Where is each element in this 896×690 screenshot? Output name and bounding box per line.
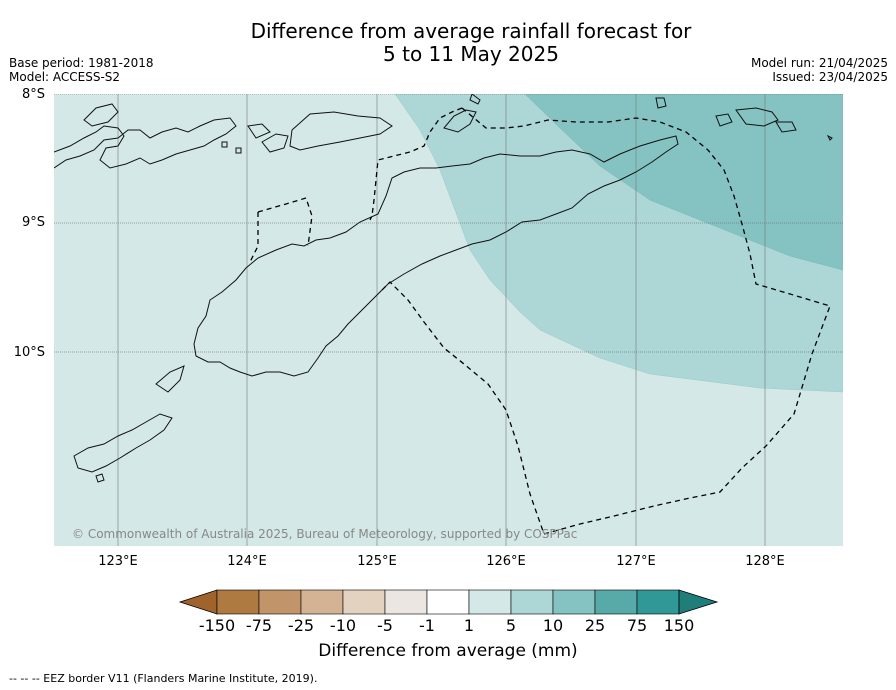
colorbar-segment	[468, 589, 512, 615]
island-lakor	[775, 121, 797, 133]
island-timor	[193, 135, 679, 377]
copyright-text: © Commonwealth of Australia 2025, Bureau…	[72, 527, 577, 541]
colorbar-segment	[510, 589, 554, 615]
colorbar-segment	[594, 589, 638, 615]
meridians	[117, 94, 766, 546]
issued-date: Issued: 23/04/2025	[772, 70, 888, 84]
model-run: Model run: 21/04/2025	[750, 56, 888, 70]
colorbar-segment	[258, 589, 302, 615]
lon-label-123e: 123°E	[98, 554, 138, 569]
legend-title: Difference from average (mm)	[318, 641, 578, 661]
islet-east	[826, 134, 833, 141]
title-line-2: 5 to 11 May 2025	[383, 42, 559, 66]
islet-2	[235, 147, 242, 154]
island-savu	[73, 413, 173, 473]
lon-label-125e: 125°E	[357, 554, 397, 569]
base-period: Base period: 1981-2018	[9, 56, 154, 70]
colorbar	[178, 589, 719, 615]
lon-label-126e: 126°E	[486, 554, 526, 569]
island-wetar-west	[443, 109, 477, 133]
colorbar-segment	[552, 589, 596, 615]
legend-tick-label: -1	[419, 616, 435, 635]
island-rote	[155, 365, 185, 393]
colorbar-segment	[636, 589, 680, 615]
legend-tick-label: 75	[626, 616, 648, 635]
legend-tick-label: 5	[505, 616, 517, 635]
colorbar-extend-low	[178, 589, 218, 615]
lon-label-124e: 124°E	[227, 554, 267, 569]
island-kisar	[655, 97, 667, 109]
legend-tick-label: 150	[663, 616, 695, 635]
legend-tick-label: -5	[377, 616, 393, 635]
legend-tick-label: -25	[287, 616, 315, 635]
island-wetar-small	[469, 94, 481, 105]
eez-border	[249, 107, 831, 535]
lon-label-127e: 127°E	[616, 554, 656, 569]
legend-tick-label: -150	[198, 616, 236, 635]
island-moa	[735, 107, 779, 127]
legend-tick-label: 25	[584, 616, 606, 635]
meta-right: Model run: 21/04/2025 Issued: 23/04/2025	[751, 56, 888, 84]
lat-label-9s: 9°S	[21, 215, 45, 230]
colorbar-segment	[384, 589, 428, 615]
islet-1	[221, 141, 228, 148]
island-pantar	[261, 133, 289, 153]
island-small-2	[247, 123, 271, 139]
lon-label-128e: 128°E	[745, 554, 785, 569]
coastlines	[54, 94, 833, 483]
lat-label-8s: 8°S	[21, 87, 45, 102]
legend-tick-label: 1	[463, 616, 475, 635]
island-small-1	[83, 103, 119, 127]
meta-left: Base period: 1981-2018 Model: ACCESS-S2	[9, 56, 154, 84]
colorbar-segment	[342, 589, 386, 615]
colorbar-segment	[426, 589, 470, 615]
model-name: Model: ACCESS-S2	[9, 70, 121, 84]
island-flores	[54, 117, 237, 169]
zone-10-to-25	[524, 94, 843, 271]
island-sw-islet	[95, 473, 105, 483]
legend-tick-label: -75	[245, 616, 273, 635]
title-line-1: Difference from average rainfall forecas…	[250, 19, 692, 43]
island-leti	[715, 113, 733, 127]
lat-label-10s: 10°S	[13, 345, 45, 360]
eez-footnote: -- -- -- EEZ border V11 (Flanders Marine…	[9, 672, 318, 685]
legend-tick-label: 10	[542, 616, 564, 635]
island-alor	[289, 111, 393, 151]
colorbar-extend-high	[678, 589, 719, 615]
legend-tick-label: -10	[329, 616, 357, 635]
colorbar-segment	[300, 589, 344, 615]
chart-title: Difference from average rainfall forecas…	[0, 20, 896, 66]
colorbar-segment	[216, 589, 260, 615]
